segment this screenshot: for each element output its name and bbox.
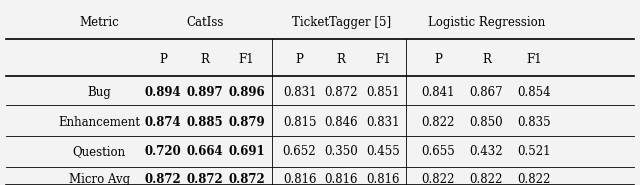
Text: Bug: Bug bbox=[87, 86, 111, 99]
Text: Question: Question bbox=[72, 145, 126, 158]
Text: 0.816: 0.816 bbox=[283, 173, 316, 185]
Text: R: R bbox=[482, 53, 491, 66]
Text: 0.822: 0.822 bbox=[518, 173, 551, 185]
Text: 0.850: 0.850 bbox=[470, 116, 503, 129]
Text: 0.835: 0.835 bbox=[518, 116, 551, 129]
Text: TicketTagger [5]: TicketTagger [5] bbox=[292, 16, 390, 29]
Text: 0.822: 0.822 bbox=[422, 173, 455, 185]
Text: 0.851: 0.851 bbox=[366, 86, 399, 99]
Text: R: R bbox=[337, 53, 346, 66]
Text: 0.691: 0.691 bbox=[228, 145, 265, 158]
Text: 0.455: 0.455 bbox=[366, 145, 399, 158]
Text: 0.872: 0.872 bbox=[145, 173, 182, 185]
Text: 0.815: 0.815 bbox=[283, 116, 316, 129]
Text: 0.894: 0.894 bbox=[145, 86, 182, 99]
Text: 0.897: 0.897 bbox=[186, 86, 223, 99]
Text: 0.432: 0.432 bbox=[470, 145, 503, 158]
Text: 0.885: 0.885 bbox=[186, 116, 223, 129]
Text: 0.652: 0.652 bbox=[283, 145, 316, 158]
Text: 0.822: 0.822 bbox=[470, 173, 503, 185]
Text: 0.831: 0.831 bbox=[283, 86, 316, 99]
Text: 0.872: 0.872 bbox=[228, 173, 265, 185]
Text: P: P bbox=[435, 53, 442, 66]
Text: P: P bbox=[296, 53, 303, 66]
Text: 0.664: 0.664 bbox=[186, 145, 223, 158]
Text: 0.350: 0.350 bbox=[324, 145, 358, 158]
Text: 0.521: 0.521 bbox=[518, 145, 551, 158]
Text: 0.816: 0.816 bbox=[366, 173, 399, 185]
Text: 0.846: 0.846 bbox=[324, 116, 358, 129]
Text: 0.822: 0.822 bbox=[422, 116, 455, 129]
Text: R: R bbox=[200, 53, 209, 66]
Text: 0.879: 0.879 bbox=[228, 116, 265, 129]
Text: F1: F1 bbox=[527, 53, 542, 66]
Text: F1: F1 bbox=[375, 53, 390, 66]
Text: 0.841: 0.841 bbox=[422, 86, 455, 99]
Text: 0.831: 0.831 bbox=[366, 116, 399, 129]
Text: 0.874: 0.874 bbox=[145, 116, 182, 129]
Text: 0.816: 0.816 bbox=[324, 173, 358, 185]
Text: Enhancement: Enhancement bbox=[58, 116, 140, 129]
Text: 0.867: 0.867 bbox=[470, 86, 503, 99]
Text: 0.872: 0.872 bbox=[324, 86, 358, 99]
Text: Metric: Metric bbox=[79, 16, 119, 29]
Text: CatIss: CatIss bbox=[186, 16, 223, 29]
Text: P: P bbox=[159, 53, 167, 66]
Text: 0.872: 0.872 bbox=[186, 173, 223, 185]
Text: Logistic Regression: Logistic Regression bbox=[428, 16, 545, 29]
Text: 0.720: 0.720 bbox=[145, 145, 182, 158]
Text: Micro Avg: Micro Avg bbox=[68, 173, 130, 185]
Text: 0.896: 0.896 bbox=[228, 86, 265, 99]
Text: 0.655: 0.655 bbox=[422, 145, 455, 158]
Text: 0.854: 0.854 bbox=[518, 86, 551, 99]
Text: F1: F1 bbox=[239, 53, 254, 66]
